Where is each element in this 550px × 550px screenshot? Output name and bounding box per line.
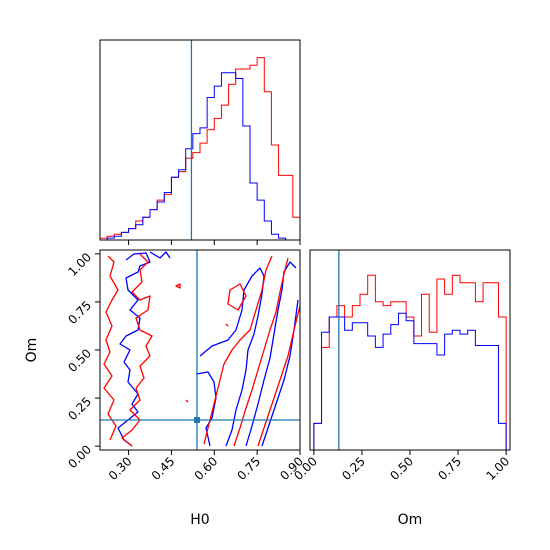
contour-xtick-label: 0.75	[234, 454, 263, 483]
h0-histogram-series-red	[99, 57, 301, 240]
contour-red-outer	[233, 257, 289, 447]
h0-histogram-series-blue	[100, 72, 300, 241]
contour-series-red	[103, 253, 301, 447]
h0-histogram-panel	[99, 40, 301, 241]
contour-blue-left-outer	[117, 252, 151, 447]
om-x-axis-label: Om	[398, 512, 423, 528]
contour-blue-right	[261, 299, 299, 447]
contour-red-left-inner	[121, 253, 153, 447]
h0-om-contour-panel	[100, 250, 301, 450]
contour-y-axis-label: Om	[24, 338, 40, 363]
om-histogram-series-blue	[313, 312, 507, 450]
contour-ytick-label: 0.75	[65, 298, 94, 327]
contour-red-left-outer	[103, 255, 119, 441]
contour-ytick-label: 0.00	[65, 442, 94, 471]
contour-xtick-label: 0.45	[149, 454, 178, 483]
contour-xtick-label: 0.30	[106, 454, 135, 483]
contour-red-right	[257, 305, 301, 447]
contour-ytick-label: 1.00	[65, 250, 94, 279]
contour-xtick-label: 0.60	[192, 454, 221, 483]
contour-ytick-label: 0.25	[65, 394, 94, 423]
om-histogram-frame	[309, 249, 511, 451]
contour-red-dot-1	[225, 323, 229, 327]
om-histogram-panel	[313, 250, 507, 450]
contour-red-island	[175, 283, 181, 289]
contour-blue-left-inner	[149, 251, 171, 259]
contour-series-blue	[117, 251, 299, 447]
contour-red-core	[227, 283, 247, 311]
om-hist-xtick-label: 0.25	[339, 454, 368, 483]
contour-red-inner	[203, 255, 273, 445]
truth-marker	[194, 417, 200, 423]
contour-x-axis-label: H0	[190, 512, 209, 528]
om-histogram-series-red	[313, 274, 507, 450]
om-hist-xtick-label: 1.00	[483, 454, 512, 483]
om-hist-xtick-label: 0.50	[387, 454, 416, 483]
contour-red-dot-2	[185, 399, 189, 403]
h0-histogram-frame	[99, 39, 301, 241]
om-hist-xtick-label: 0.75	[435, 454, 464, 483]
contour-ytick-label: 0.50	[65, 346, 94, 375]
